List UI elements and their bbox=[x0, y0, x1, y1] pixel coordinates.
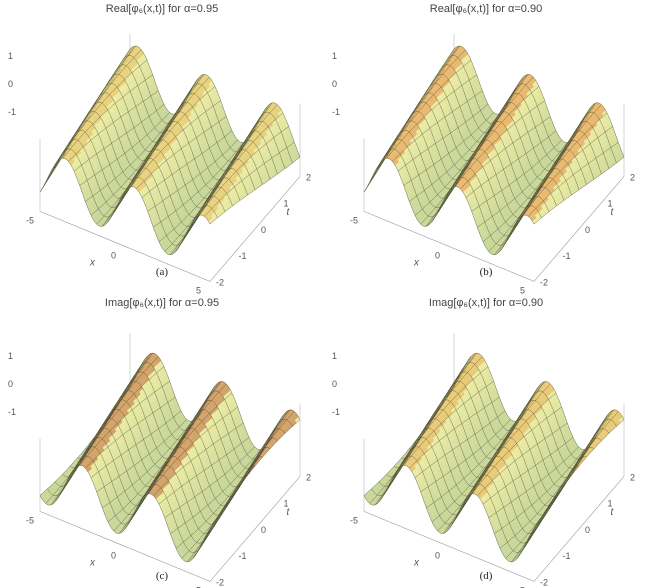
t-tick-label: 0 bbox=[261, 225, 266, 235]
t-tick-label: 0 bbox=[261, 525, 266, 535]
panel-b: Real[φ₆(x,t)] for α=0.90 1 0 -1 -5 0 5 x 2 1 0 -1 -… bbox=[324, 0, 648, 294]
t-tick-label: 1 bbox=[284, 499, 289, 509]
panel-caption: (d) bbox=[479, 570, 493, 582]
x-tick-label: 0 bbox=[435, 250, 440, 260]
t-axis-label: t bbox=[287, 207, 291, 218]
t-tick-label: 1 bbox=[608, 199, 613, 209]
mesh-lines bbox=[363, 45, 625, 256]
t-tick-label: -2 bbox=[540, 277, 548, 287]
x-tick-label: -5 bbox=[350, 515, 358, 525]
x-axis-label: x bbox=[89, 257, 96, 268]
plot-group: 1 0 -1 -5 0 5 x 2 1 0 -1 -2 t bbox=[332, 333, 635, 588]
x-tick-label: 5 bbox=[196, 285, 201, 294]
surface-plot: 1 0 -1 -5 0 5 x 2 1 0 -1 -2 t bbox=[332, 33, 635, 294]
mesh-lines bbox=[39, 45, 301, 256]
t-tick-label: -2 bbox=[540, 577, 548, 587]
t-tick-label: 2 bbox=[630, 472, 635, 482]
x-tick-label: -5 bbox=[26, 515, 34, 525]
x-axis-label: x bbox=[413, 557, 420, 568]
x-tick-label: 0 bbox=[111, 250, 116, 260]
t-tick-label: -1 bbox=[239, 551, 247, 561]
surface bbox=[39, 45, 301, 256]
panel-title: Imag[φ₆(x,t)] for α=0.95 bbox=[104, 297, 220, 309]
t-axis-label: t bbox=[287, 507, 291, 518]
t-tick-label: -1 bbox=[563, 551, 571, 561]
z-tick-label: 0 bbox=[8, 79, 13, 89]
z-tick-label: 1 bbox=[8, 351, 13, 361]
z-tick-label: 0 bbox=[332, 379, 337, 389]
z-tick-label: 1 bbox=[8, 51, 13, 61]
t-tick-label: 0 bbox=[585, 225, 590, 235]
plot-group: 1 0 -1 -5 0 5 x 2 1 0 -1 -2 t bbox=[8, 333, 311, 588]
panel-caption: (c) bbox=[155, 570, 169, 582]
z-tick-label: 1 bbox=[332, 51, 337, 61]
panel-title: Imag[φ₆(x,t)] for α=0.90 bbox=[428, 297, 544, 309]
surface-plot: 1 0 -1 -5 0 5 x 2 1 0 -1 -2 t bbox=[8, 333, 311, 588]
t-tick-label: -1 bbox=[563, 251, 571, 261]
panel-title: Real[φ₆(x,t)] for α=0.95 bbox=[105, 3, 219, 15]
front-box bbox=[39, 176, 301, 282]
t-tick-label: 2 bbox=[306, 172, 311, 182]
z-tick-label: 0 bbox=[8, 379, 13, 389]
t-axis-label: t bbox=[611, 207, 615, 218]
t-tick-label: 1 bbox=[284, 199, 289, 209]
z-tick-label: 1 bbox=[332, 351, 337, 361]
panel-a: Real[φ₆(x,t)] for α=0.95 1 0 -1 -5 0 5 x 2 1 0 -1 -… bbox=[0, 0, 324, 294]
t-tick-label: 2 bbox=[630, 172, 635, 182]
z-tick-label: -1 bbox=[332, 407, 340, 417]
mesh-lines bbox=[363, 352, 625, 563]
t-tick-label: 2 bbox=[306, 472, 311, 482]
surface-plot: 1 0 -1 -5 0 5 x 2 1 0 -1 -2 t bbox=[332, 333, 635, 588]
z-tick-label: -1 bbox=[8, 107, 16, 117]
surface-plot: 1 0 -1 -5 0 5 x 2 1 0 -1 -2 t bbox=[8, 33, 311, 294]
x-tick-label: -5 bbox=[350, 215, 358, 225]
front-box bbox=[363, 176, 625, 282]
x-tick-label: 0 bbox=[111, 550, 116, 560]
plot-group: 1 0 -1 -5 0 5 x 2 1 0 -1 -2 t bbox=[332, 33, 635, 294]
t-tick-label: 1 bbox=[608, 499, 613, 509]
panel-c: Imag[φ₆(x,t)] for α=0.95 1 0 -1 -5 0 5 x 2 1 0 -1 -… bbox=[0, 294, 324, 588]
x-tick-label: 5 bbox=[520, 285, 525, 294]
z-tick-label: -1 bbox=[332, 107, 340, 117]
panel-caption: (a) bbox=[155, 266, 169, 278]
x-axis-label: x bbox=[89, 557, 96, 568]
x-tick-label: 5 bbox=[196, 585, 201, 588]
t-tick-label: 0 bbox=[585, 525, 590, 535]
z-tick-label: 0 bbox=[332, 79, 337, 89]
x-tick-label: 0 bbox=[435, 550, 440, 560]
panel-caption: (b) bbox=[479, 266, 493, 278]
x-tick-label: -5 bbox=[26, 215, 34, 225]
front-box bbox=[39, 476, 301, 582]
front-box bbox=[363, 476, 625, 582]
t-axis-label: t bbox=[611, 507, 615, 518]
z-tick-label: -1 bbox=[8, 407, 16, 417]
t-tick-label: -2 bbox=[216, 277, 224, 287]
x-axis-label: x bbox=[413, 257, 420, 268]
surface bbox=[363, 45, 625, 256]
t-tick-label: -1 bbox=[239, 251, 247, 261]
panel-d: Imag[φ₆(x,t)] for α=0.90 1 0 -1 -5 0 5 x 2 1 0 -1 -… bbox=[324, 294, 648, 588]
mesh-lines bbox=[39, 352, 301, 563]
plot-group: 1 0 -1 -5 0 5 x 2 1 0 -1 -2 t bbox=[8, 33, 311, 294]
panel-title: Real[φ₆(x,t)] for α=0.90 bbox=[429, 3, 543, 15]
x-tick-label: 5 bbox=[520, 585, 525, 588]
t-tick-label: -2 bbox=[216, 577, 224, 587]
